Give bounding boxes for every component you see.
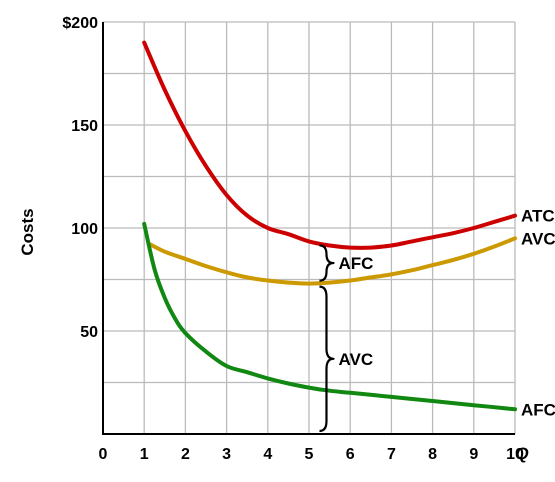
x-axis-label: Q: [515, 444, 528, 463]
x-tick-label-8: 8: [428, 446, 437, 463]
labels: 0 1 2 3 4 5 6 7 8 9 10 50 100 150 $200 ATC AVC AFC AFC AVC: [62, 15, 555, 463]
atc-series-label: ATC: [521, 207, 555, 226]
x-tick-label-6: 6: [346, 446, 355, 463]
afc-series-label: AFC: [521, 400, 555, 419]
axes: [102, 22, 515, 435]
y-tick-label-150: 150: [71, 118, 98, 135]
y-tick-label-50: 50: [80, 324, 98, 341]
grid: [103, 21, 516, 434]
afc-curve: [142, 221, 517, 412]
x-tick-label-9: 9: [469, 446, 478, 463]
afc-brace: [319, 244, 335, 282]
x-tick-label-4: 4: [263, 446, 272, 463]
atc-curve: [142, 40, 517, 250]
y-tick-label-100: 100: [71, 221, 98, 238]
x-tick-label-0: 0: [99, 446, 108, 463]
avc-brace: [319, 285, 335, 433]
braces: [319, 244, 335, 433]
x-tick-label-10: 10: [506, 446, 524, 463]
x-tick-label-7: 7: [387, 446, 396, 463]
afc-brace-label: AFC: [338, 254, 373, 273]
x-tick-label-2: 2: [181, 446, 190, 463]
avc-series-label: AVC: [521, 229, 555, 248]
x-tick-label-1: 1: [140, 446, 149, 463]
avc-curve: [148, 236, 517, 286]
x-tick-label-3: 3: [222, 446, 231, 463]
avc-brace-label: AVC: [338, 350, 373, 369]
x-tick-label-5: 5: [305, 446, 314, 463]
y-tick-label-200: $200: [62, 15, 98, 32]
y-axis-label: Costs: [18, 208, 37, 255]
curves: [142, 40, 517, 412]
